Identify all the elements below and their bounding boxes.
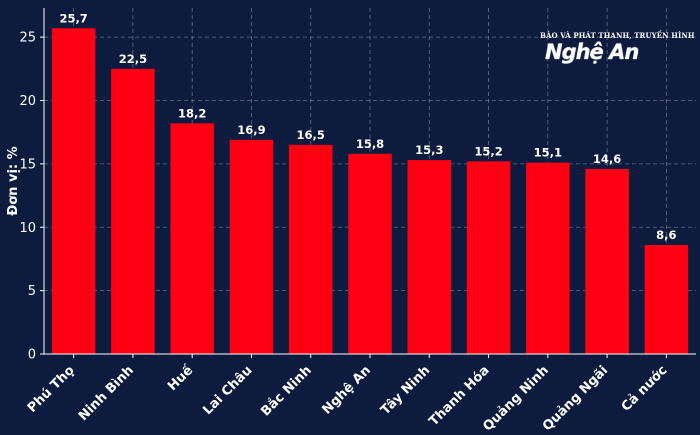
x-tick-label: Huế (165, 363, 196, 394)
x-tick-label: Cả nước (619, 363, 671, 415)
y-tick-label: 20 (19, 94, 36, 109)
bar-value-label: 16,9 (237, 123, 265, 137)
y-tick-label: 25 (19, 31, 36, 46)
bar-value-label: 22,5 (119, 52, 147, 66)
bar (51, 28, 96, 355)
bar-value-label: 18,2 (178, 106, 206, 120)
x-tick-label: Tây Ninh (378, 363, 433, 418)
bar-value-label: 15,3 (415, 143, 443, 157)
bar (170, 123, 214, 354)
x-tick-label: Ninh Bình (76, 363, 137, 424)
bar-value-label: 16,5 (297, 128, 325, 142)
y-tick-label: 10 (19, 221, 36, 236)
x-tick-label: Thanh Hóa (426, 363, 492, 429)
bar-value-label: 15,8 (356, 137, 384, 151)
y-axis-title: Đơn vị: % (6, 146, 21, 215)
bar (526, 162, 570, 354)
bar (407, 160, 452, 354)
bar-value-label: 15,2 (474, 144, 502, 158)
bar (348, 153, 392, 354)
bar-value-label: 15,1 (534, 146, 562, 160)
y-tick-label: 0 (28, 348, 36, 363)
bar (111, 68, 155, 354)
bar-value-label: 8,6 (656, 228, 676, 242)
y-tick-label: 5 (28, 284, 36, 299)
x-tick-label: Nghệ An (319, 363, 374, 418)
x-tick-label: Phú Thọ (25, 363, 78, 416)
bar-value-label: 14,6 (593, 152, 621, 166)
bar (288, 144, 333, 354)
logo-brand: Nghệ An (545, 40, 639, 64)
logo-tagline: BÁO VÀ PHÁT THANH, TRUYỀN HÌNH (540, 31, 695, 40)
bar-value-label: 25,7 (59, 11, 87, 25)
x-tick-label: Lai Châu (200, 363, 255, 418)
bar (466, 161, 511, 354)
bar (585, 168, 629, 354)
y-tick-label: 15 (19, 157, 36, 172)
x-tick-label: Bắc Ninh (258, 363, 314, 419)
bar (644, 245, 689, 354)
bar (229, 139, 274, 354)
